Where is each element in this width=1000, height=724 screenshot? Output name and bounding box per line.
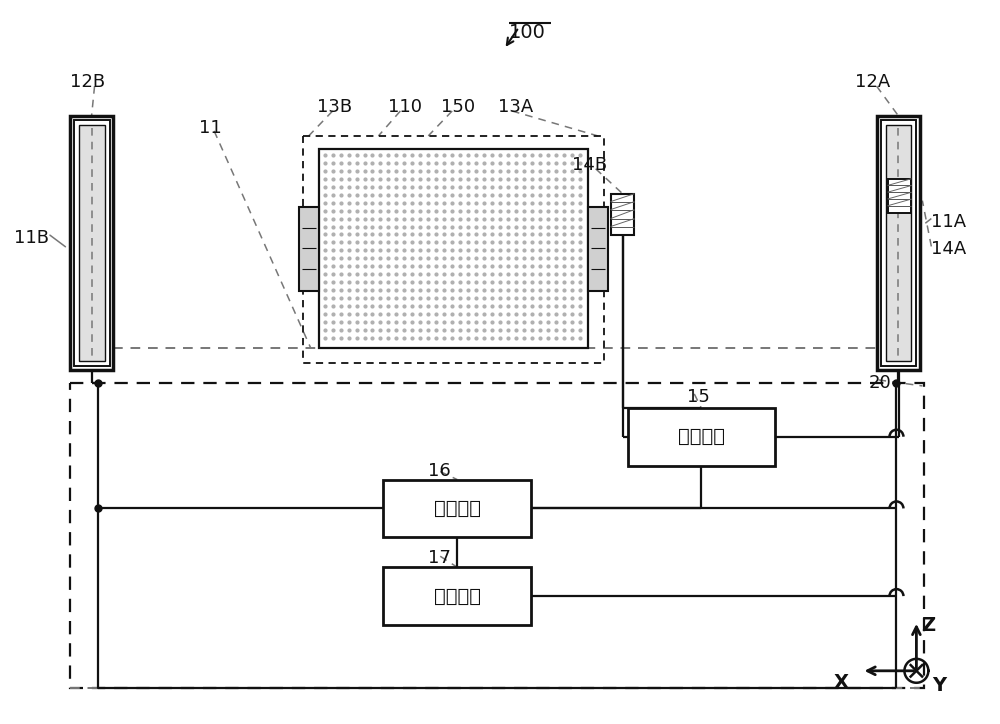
Bar (70, 116, 113, 370)
Text: 12A: 12A (855, 73, 890, 91)
Bar (611, 193, 634, 235)
Text: 控制电路: 控制电路 (434, 586, 481, 605)
Text: 110: 110 (388, 98, 422, 116)
Text: 11: 11 (199, 119, 222, 137)
Bar (319, 149, 588, 348)
Bar (70, 383, 924, 688)
Text: 13A: 13A (498, 98, 533, 116)
Text: 15: 15 (687, 388, 710, 406)
Bar (383, 479, 531, 537)
Bar (628, 408, 775, 466)
Bar (74, 120, 110, 366)
Text: 150: 150 (441, 98, 475, 116)
Bar (303, 136, 604, 363)
Text: X: X (834, 673, 849, 692)
Text: 14A: 14A (931, 240, 967, 258)
Text: 驱动电路: 驱动电路 (434, 499, 481, 518)
Text: 11B: 11B (14, 229, 49, 246)
Bar (881, 120, 916, 366)
Text: 14B: 14B (572, 156, 607, 174)
Bar (79, 125, 105, 361)
Text: 12B: 12B (70, 73, 105, 91)
Bar (588, 206, 608, 291)
Bar (886, 125, 911, 361)
Text: Y: Y (932, 675, 946, 695)
Text: 20: 20 (869, 374, 891, 392)
Text: 测量电路: 测量电路 (678, 427, 725, 446)
Text: 100: 100 (509, 23, 546, 42)
Text: 17: 17 (428, 550, 451, 568)
Text: 11A: 11A (931, 213, 966, 230)
Text: 16: 16 (428, 462, 451, 479)
Bar (888, 179, 911, 213)
Text: Z: Z (921, 616, 936, 635)
Bar (383, 567, 531, 625)
Bar (877, 116, 920, 370)
Bar (299, 206, 319, 291)
Text: 13B: 13B (317, 98, 352, 116)
